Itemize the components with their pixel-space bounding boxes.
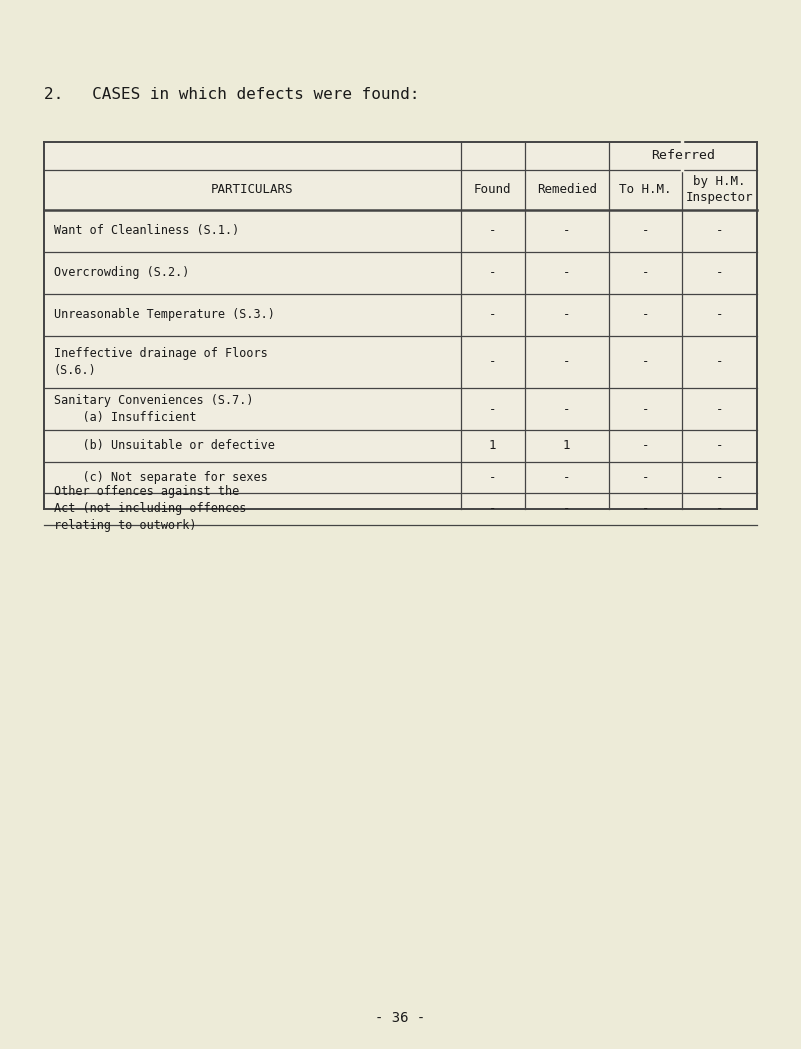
Text: -: -: [642, 308, 650, 321]
Text: -: -: [642, 266, 650, 279]
Text: (b) Unsuitable or defective: (b) Unsuitable or defective: [54, 440, 275, 452]
Text: -: -: [563, 356, 570, 368]
Text: -: -: [489, 266, 497, 279]
Text: Other offences against the
Act (not including offences
relating to outwork): Other offences against the Act (not incl…: [54, 486, 246, 532]
Text: Ineffective drainage of Floors
(S.6.): Ineffective drainage of Floors (S.6.): [54, 347, 268, 377]
Text: -: -: [642, 356, 650, 368]
Text: -: -: [642, 224, 650, 237]
Text: -: -: [563, 308, 570, 321]
Text: Unreasonable Temperature (S.3.): Unreasonable Temperature (S.3.): [54, 308, 275, 321]
Text: To H.M.: To H.M.: [619, 184, 672, 196]
Text: Remedied: Remedied: [537, 184, 597, 196]
Text: -: -: [563, 471, 570, 484]
Text: Want of Cleanliness (S.1.): Want of Cleanliness (S.1.): [54, 224, 239, 237]
Text: -: -: [642, 471, 650, 484]
Text: 1: 1: [489, 440, 497, 452]
Text: -: -: [563, 224, 570, 237]
Text: -: -: [563, 403, 570, 415]
Text: - 36 -: - 36 -: [376, 1010, 425, 1025]
Text: Found: Found: [474, 184, 511, 196]
Text: Overcrowding (S.2.): Overcrowding (S.2.): [54, 266, 189, 279]
Text: -: -: [489, 356, 497, 368]
Text: PARTICULARS: PARTICULARS: [211, 184, 293, 196]
Text: -: -: [716, 308, 723, 321]
Text: -: -: [716, 266, 723, 279]
Text: -: -: [489, 224, 497, 237]
Text: -: -: [563, 266, 570, 279]
Bar: [44, 142, 757, 509]
Text: -: -: [489, 403, 497, 415]
Text: (c) Not separate for sexes: (c) Not separate for sexes: [54, 471, 268, 484]
Text: -: -: [716, 403, 723, 415]
Text: -: -: [489, 471, 497, 484]
Text: -: -: [716, 502, 723, 515]
Text: Referred: Referred: [651, 149, 714, 163]
Text: -: -: [716, 440, 723, 452]
Text: -: -: [642, 502, 650, 515]
Text: -: -: [642, 440, 650, 452]
Text: -: -: [489, 308, 497, 321]
Text: Sanitary Conveniences (S.7.)
    (a) Insufficient: Sanitary Conveniences (S.7.) (a) Insuffi…: [54, 394, 253, 424]
Text: 1: 1: [563, 440, 570, 452]
Text: -: -: [489, 502, 497, 515]
Text: -: -: [716, 471, 723, 484]
Text: -: -: [563, 502, 570, 515]
Text: -: -: [642, 403, 650, 415]
Text: -: -: [716, 356, 723, 368]
Text: by H.M.
Inspector: by H.M. Inspector: [686, 175, 754, 205]
Text: -: -: [716, 224, 723, 237]
Text: 2.   CASES in which defects were found:: 2. CASES in which defects were found:: [44, 87, 420, 102]
